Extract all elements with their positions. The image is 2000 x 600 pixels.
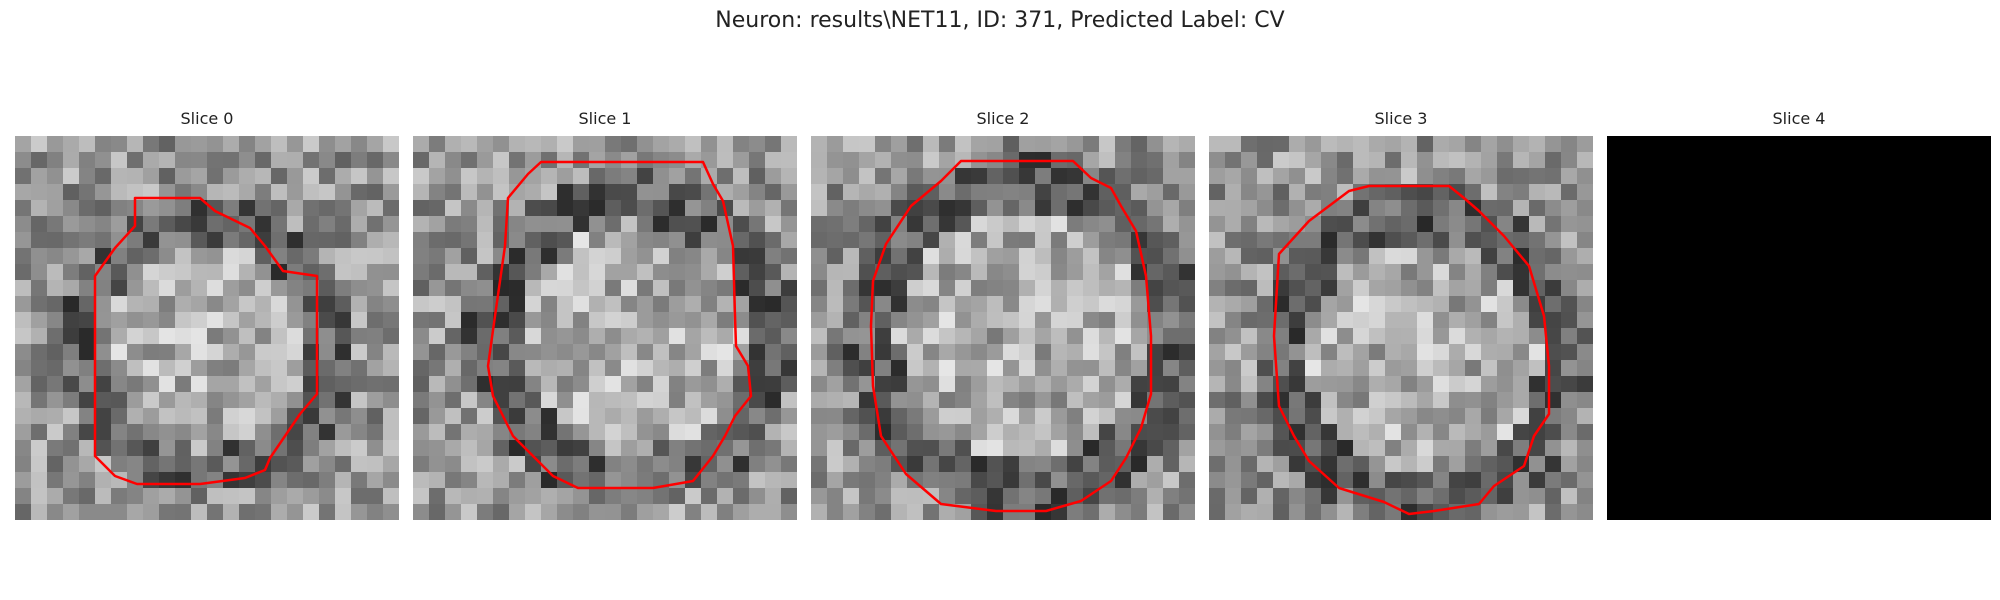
pixel-grid <box>413 136 797 520</box>
slice-title-4: Slice 4 <box>1772 109 1826 128</box>
segmentation-contour <box>1272 184 1551 516</box>
figure-title: Neuron: results\NET11, ID: 371, Predicte… <box>715 8 1285 33</box>
slice-image-1 <box>413 136 797 520</box>
slice-title-1: Slice 1 <box>578 109 632 128</box>
slice-title-2: Slice 2 <box>976 109 1030 128</box>
slice-image-4 <box>1607 136 1991 520</box>
segmentation-contour <box>486 160 753 490</box>
slice-title-0: Slice 0 <box>180 109 234 128</box>
pixel-grid <box>15 136 399 520</box>
segmentation-contour <box>869 159 1153 513</box>
slice-image-2 <box>811 136 1195 520</box>
slice-panel-3: Slice 3 <box>1209 108 1593 520</box>
segmentation-contour <box>93 196 319 486</box>
slice-panel-1: Slice 1 <box>413 108 797 520</box>
slice-image-0 <box>15 136 399 520</box>
slice-image-3 <box>1209 136 1593 520</box>
pixel-grid <box>1209 136 1593 520</box>
slice-panel-0: Slice 0 <box>15 108 399 520</box>
pixel-grid <box>811 136 1195 520</box>
slice-panel-4: Slice 4 <box>1607 108 1991 520</box>
slice-panel-2: Slice 2 <box>811 108 1195 520</box>
slice-title-3: Slice 3 <box>1374 109 1428 128</box>
blank-slice-fill <box>1607 136 1991 520</box>
